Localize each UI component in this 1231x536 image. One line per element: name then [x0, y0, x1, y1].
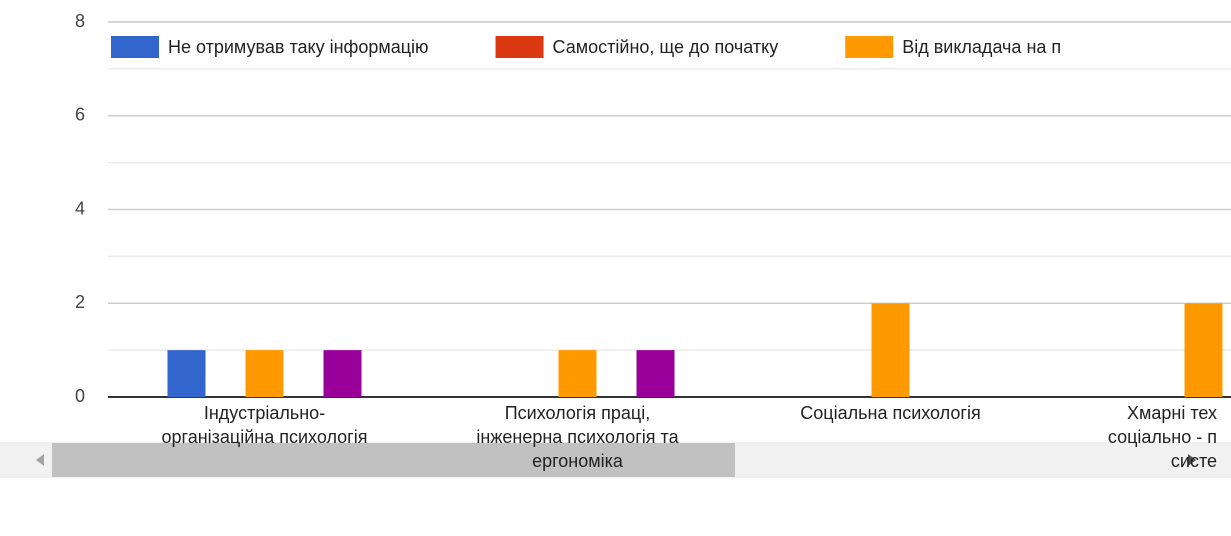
- scroll-right[interactable]: [1188, 454, 1196, 466]
- legend-label: Від викладача на п: [902, 37, 1061, 57]
- bar: [871, 303, 910, 397]
- x-tick-label: Хмарні тех соціально - п систе: [1108, 403, 1217, 471]
- bar: [1184, 303, 1223, 397]
- legend-label: Не отримував таку інформацію: [168, 37, 429, 57]
- legend-label: Самостійно, ще до початку: [553, 37, 779, 57]
- y-tick-label: 6: [75, 105, 85, 125]
- bar: [245, 350, 284, 397]
- y-tick-label: 4: [75, 198, 85, 218]
- y-tick-label: 8: [75, 11, 85, 31]
- scroll-left[interactable]: [36, 454, 44, 466]
- legend-swatch: [495, 36, 544, 58]
- x-tick-label: Індустріально-організаційна психологія: [162, 403, 368, 447]
- legend-swatch: [845, 36, 894, 58]
- y-tick-label: 0: [75, 386, 85, 406]
- y-tick-label: 2: [75, 292, 85, 312]
- x-tick-label: Психологія праці, інженерна психологія та…: [476, 403, 679, 471]
- bar: [636, 350, 675, 397]
- bar: [558, 350, 597, 397]
- bar: [167, 350, 206, 397]
- scrollbar-thumb[interactable]: [52, 443, 735, 477]
- x-tick-label: Соціальна психологія: [800, 403, 980, 423]
- legend-swatch: [111, 36, 159, 58]
- bar: [323, 350, 362, 397]
